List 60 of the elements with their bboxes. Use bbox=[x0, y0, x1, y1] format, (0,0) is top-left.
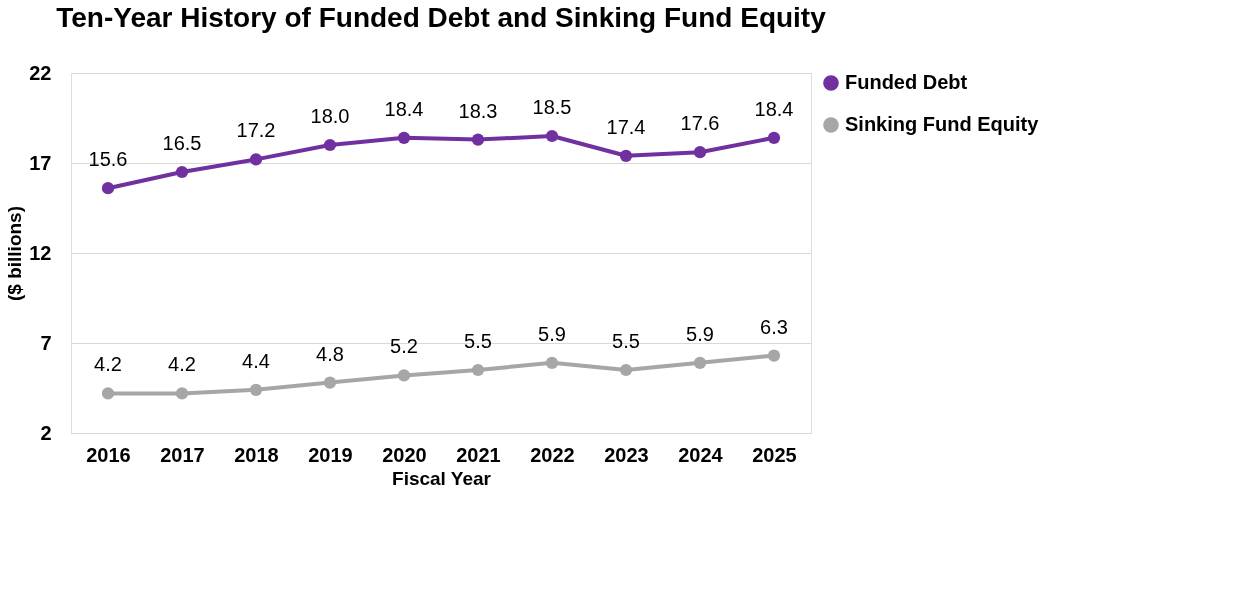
point bbox=[619, 363, 633, 377]
x-tick-label: 2019 bbox=[308, 443, 353, 466]
legend-label: Sinking Fund Equity bbox=[845, 113, 1040, 135]
y-tick-label: 2 bbox=[40, 421, 52, 444]
point bbox=[249, 383, 263, 396]
x-tick-label: 2017 bbox=[160, 443, 205, 466]
point bbox=[767, 349, 781, 362]
point bbox=[471, 133, 485, 146]
point bbox=[693, 146, 707, 159]
data-label: 4.4 bbox=[242, 349, 270, 372]
point bbox=[397, 131, 411, 144]
data-label: 5.9 bbox=[538, 322, 566, 345]
point bbox=[175, 165, 189, 179]
data-label: 18.0 bbox=[310, 105, 350, 127]
y-tick-label: 7 bbox=[40, 331, 52, 354]
y-tick-label: 12 bbox=[29, 241, 52, 264]
data-label: 4.8 bbox=[316, 342, 344, 365]
data-label: 5.9 bbox=[686, 322, 714, 345]
data-label: 17.2 bbox=[236, 119, 276, 142]
point bbox=[693, 356, 707, 369]
data-label: 18.3 bbox=[458, 99, 498, 122]
point bbox=[619, 149, 633, 162]
chart-title: Ten-Year History of Funded Debt and Sinking Fund Equity bbox=[56, 2, 827, 33]
y-axis-title: ($ billions) bbox=[4, 206, 26, 301]
data-label: 18.4 bbox=[384, 97, 424, 120]
point bbox=[767, 131, 781, 144]
data-label: 4.2 bbox=[94, 353, 122, 376]
data-label: 15.6 bbox=[88, 148, 128, 171]
data-label: 5.5 bbox=[464, 330, 492, 352]
point bbox=[101, 182, 115, 195]
point bbox=[397, 369, 411, 382]
point bbox=[249, 153, 263, 166]
x-tick-label: 2023 bbox=[604, 443, 649, 466]
point bbox=[323, 376, 337, 389]
x-tick-label: 2018 bbox=[234, 443, 279, 466]
point bbox=[101, 387, 115, 400]
data-label: 18.4 bbox=[754, 97, 794, 120]
point bbox=[545, 356, 559, 369]
point bbox=[545, 129, 559, 143]
point bbox=[471, 363, 485, 377]
x-tick-label: 2021 bbox=[456, 443, 501, 466]
data-label: 16.5 bbox=[162, 132, 202, 154]
data-label: 18.5 bbox=[532, 96, 572, 118]
y-tick-label: 17 bbox=[29, 151, 52, 174]
data-label: 5.2 bbox=[390, 335, 418, 358]
x-tick-label: 2016 bbox=[86, 443, 131, 466]
x-tick-label: 2025 bbox=[752, 443, 797, 466]
data-label: 5.5 bbox=[612, 330, 640, 352]
data-label: 4.2 bbox=[168, 353, 196, 376]
x-tick-label: 2024 bbox=[678, 443, 724, 466]
point bbox=[175, 387, 189, 400]
y-tick-label: 22 bbox=[29, 61, 52, 84]
point bbox=[323, 138, 337, 152]
x-tick-label: 2020 bbox=[382, 443, 427, 466]
x-axis-title: Fiscal Year bbox=[392, 467, 492, 489]
legend-label: Funded Debt bbox=[845, 71, 968, 93]
data-label: 17.6 bbox=[680, 112, 720, 135]
x-tick-label: 2022 bbox=[530, 443, 575, 466]
data-label: 17.4 bbox=[606, 115, 646, 138]
data-label: 6.3 bbox=[760, 315, 788, 338]
